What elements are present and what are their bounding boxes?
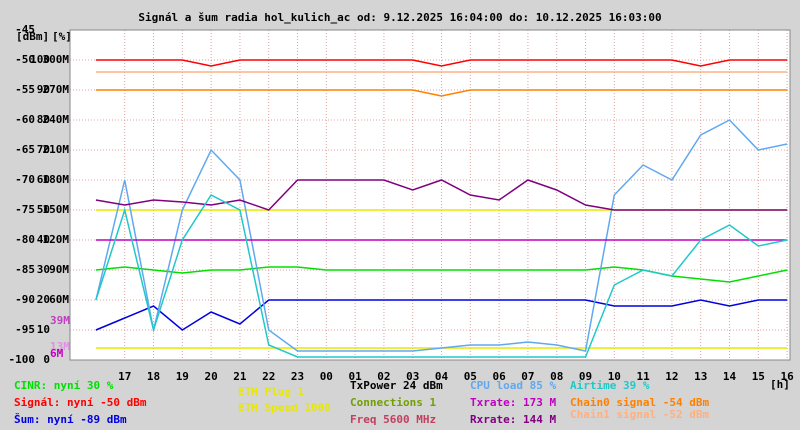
- y-tick-label: -50: [15, 53, 35, 66]
- y2-tick-label: 80: [37, 113, 50, 126]
- y-tick-label: -70: [15, 173, 35, 186]
- y-axis-label: [dBm]: [16, 30, 49, 43]
- x-tick-label: 16: [780, 370, 794, 383]
- x-tick-label: 01: [348, 370, 362, 383]
- series-line: [95, 179, 788, 211]
- x-tick-label: 05: [464, 370, 477, 383]
- x-tick-label: 20: [204, 370, 217, 383]
- y-tick-label: -100: [9, 353, 36, 366]
- y-tick-label: -75: [15, 203, 35, 216]
- series-line: [95, 194, 788, 358]
- x-tick-label: 15: [752, 370, 765, 383]
- annotation: 39M: [50, 314, 70, 327]
- y3-tick-label: 270M: [43, 83, 70, 96]
- y3-tick-label: 60M: [49, 293, 69, 306]
- y-tick-label: -55: [15, 83, 35, 96]
- x-tick-label: 03: [406, 370, 419, 383]
- y2-tick-label: 20: [37, 293, 50, 306]
- chart-title: Signál a šum radia hol_kulich_ac od: 9.1…: [138, 11, 661, 24]
- legend-entry: CPU load 85 %: [470, 379, 556, 392]
- y2-tick-label: 60: [37, 173, 50, 186]
- legend-entry: Txrate: 173 M: [470, 396, 556, 409]
- plot-area: [70, 30, 790, 360]
- y2-tick-label: 40: [37, 233, 50, 246]
- y3-tick-label: 90M: [49, 263, 69, 276]
- x-tick-label: 14: [723, 370, 737, 383]
- annotation: 13M: [50, 340, 70, 353]
- y2-tick-label: 100: [30, 53, 50, 66]
- series-line: [95, 59, 788, 67]
- y2-axis-label: [%]: [52, 30, 72, 43]
- x-tick-label: 17: [118, 370, 131, 383]
- x-axis-label: [h]: [770, 378, 790, 391]
- x-tick-label: 10: [608, 370, 621, 383]
- annotation: 6M: [50, 347, 64, 360]
- legend-entry: TxPower 24 dBm: [350, 379, 443, 392]
- y3-tick-label: 300M: [43, 53, 70, 66]
- series-line: [95, 89, 788, 97]
- legend-entry: CINR: nyní 30 %: [14, 379, 114, 392]
- y-tick-label: -95: [15, 323, 35, 336]
- y3-tick-label: 210M: [43, 143, 70, 156]
- y-tick-label: -80: [15, 233, 35, 246]
- plot-frame: [69, 29, 791, 361]
- x-tick-label: 02: [377, 370, 390, 383]
- x-tick-label: 21: [233, 370, 247, 383]
- legend-entry: ETH Plug 1: [238, 385, 305, 398]
- y2-tick-label: 30: [37, 263, 50, 276]
- legend-entry: Signál: nyní -50 dBm: [14, 396, 147, 409]
- y-tick-label: -85: [15, 263, 35, 276]
- x-tick-label: 18: [147, 370, 160, 383]
- legend-entry: Rxrate: 144 M: [470, 413, 556, 426]
- x-tick-label: 19: [176, 370, 189, 383]
- x-tick-label: 11: [636, 370, 650, 383]
- x-tick-label: 08: [550, 370, 563, 383]
- y2-tick-label: 10: [37, 323, 50, 336]
- y-tick-label: -90: [15, 293, 35, 306]
- legend-entry: Connections 1: [350, 396, 436, 409]
- x-tick-label: 23: [291, 370, 304, 383]
- x-tick-label: 04: [435, 370, 449, 383]
- y2-tick-label: 70: [37, 143, 50, 156]
- y-tick-label: -60: [15, 113, 35, 126]
- x-tick-label: 09: [579, 370, 592, 383]
- y3-tick-label: 180M: [43, 173, 70, 186]
- series-line: [95, 299, 788, 331]
- y2-tick-label: 90: [37, 83, 50, 96]
- legend-entry: Chain0 signal -54 dBm: [570, 396, 709, 409]
- y3-tick-label: 120M: [43, 233, 70, 246]
- legend-entry: Airtime 39 %: [570, 379, 650, 392]
- legend-entry: Freq 5600 MHz: [350, 413, 436, 426]
- y-tick-label: -65: [15, 143, 35, 156]
- x-tick-label: 22: [262, 370, 275, 383]
- x-tick-label: 07: [521, 370, 534, 383]
- x-tick-label: 06: [492, 370, 506, 383]
- x-tick-label: 13: [694, 370, 707, 383]
- y2-tick-label: 0: [43, 353, 50, 366]
- y-tick-label: -45: [15, 23, 35, 36]
- legend-entry: Šum: nyní -89 dBm: [14, 413, 127, 426]
- series-line: [95, 119, 788, 352]
- y2-tick-label: 50: [37, 203, 50, 216]
- legend-entry: Chain1 signal -52 dBm: [570, 408, 709, 421]
- x-tick-label: 12: [665, 370, 678, 383]
- legend-entry: ETH Speed 1000: [238, 401, 331, 414]
- x-tick-label: 00: [320, 370, 333, 383]
- y3-tick-label: 150M: [43, 203, 70, 216]
- y3-tick-label: 240M: [43, 113, 70, 126]
